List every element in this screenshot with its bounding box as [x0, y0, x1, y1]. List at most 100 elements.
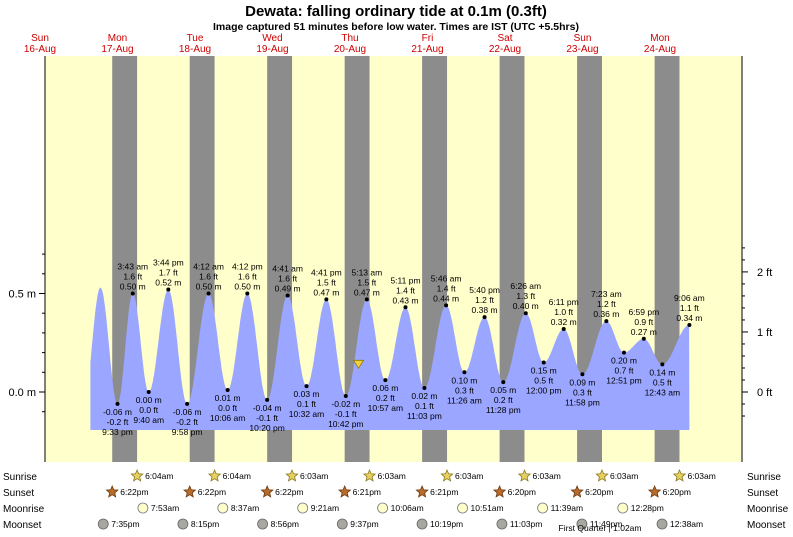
low-tide-feet: 0.5 ft	[534, 375, 554, 385]
high-tide-meters: 0.34 m	[676, 313, 702, 323]
low-tide-dot	[146, 390, 151, 394]
moonrise-time: 7:53am	[151, 503, 179, 513]
high-tide-feet: 1.7 ft	[159, 268, 179, 278]
moonset-time: 8:56pm	[271, 519, 299, 529]
day-label-dow: Fri	[422, 33, 434, 44]
high-tide-feet: 1.2 ft	[597, 299, 617, 309]
sunset-icon	[570, 484, 584, 498]
day-label-dow: Tue	[187, 33, 204, 44]
day-label-dow: Sat	[497, 33, 512, 44]
moonrise-time: 10:06am	[391, 503, 424, 513]
low-tide-dot	[501, 380, 506, 385]
low-tide-feet: -0.1 ft	[335, 409, 357, 419]
high-tide-time: 4:12 pm	[232, 262, 263, 272]
moonset-time: 10:19pm	[430, 519, 463, 529]
day-label-dow: Sun	[574, 33, 592, 44]
sunset-time: 6:22pm	[275, 487, 303, 497]
sunset-time: 6:21pm	[353, 487, 381, 497]
moonset-icon	[656, 518, 668, 530]
low-tide-dot	[115, 401, 120, 406]
right-tick-label: 2 ft	[757, 267, 772, 279]
current-level-marker	[352, 359, 365, 370]
day-label-date: 23-Aug	[566, 44, 598, 55]
sunset-icon	[182, 484, 197, 498]
low-tide-time: 12:51 pm	[606, 376, 641, 386]
high-tide-dot	[604, 319, 609, 324]
day-label-dow: Mon	[108, 33, 127, 44]
high-tide-time: 4:12 am	[193, 262, 224, 272]
moonrise-icon	[537, 502, 549, 514]
sunrise-icon	[517, 468, 532, 482]
right-tick-label: 0 ft	[757, 387, 772, 399]
sunset-time: 6:20pm	[663, 487, 691, 497]
high-tide-time: 3:44 pm	[153, 258, 184, 268]
moonset-time: 9:37pm	[350, 519, 378, 529]
sunrise-row-label-right: Sunrise	[747, 472, 781, 483]
high-tide-feet: 1.5 ft	[317, 277, 337, 287]
high-tide-meters: 0.50 m	[196, 282, 222, 292]
moonrise-row-label-left: Moonrise	[3, 504, 45, 515]
low-tide-time: 10:32 am	[289, 409, 324, 419]
low-tide-meters: 0.20 m	[611, 356, 637, 366]
low-tide-feet: 0.7 ft	[615, 366, 635, 376]
sunrise-time: 6:03am	[610, 471, 638, 481]
sunrise-icon	[362, 468, 377, 482]
axes: 0.0 m 0.5 m 0 ft 1 ft 2 ft	[8, 56, 772, 462]
low-tide-meters: 0.00 m	[136, 395, 162, 405]
moonset-icon	[257, 518, 268, 530]
moonrise-time: 12:28pm	[631, 503, 664, 513]
high-tide-feet: 1.0 ft	[554, 307, 574, 317]
day-label-dow: Sun	[31, 33, 49, 44]
low-tide-time: 12:43 am	[645, 387, 680, 397]
sunrise-icon	[285, 468, 299, 482]
low-tide-feet: 0.1 ft	[297, 399, 317, 409]
low-tide-feet: 0.0 ft	[139, 405, 159, 415]
sunset-time: 6:22pm	[120, 487, 148, 497]
low-tide-feet: 0.2 ft	[376, 393, 396, 403]
sunset-icon	[260, 484, 274, 498]
low-tide-meters: -0.06 m	[103, 407, 132, 417]
high-tide-meters: 0.27 m	[631, 327, 657, 337]
low-tide-feet: 0.0 ft	[218, 403, 238, 413]
low-tide-time: 9:40 am	[133, 415, 164, 425]
high-tide-feet: 1.4 ft	[437, 283, 457, 293]
left-tick-label: 0.0 m	[8, 387, 36, 399]
moonset-time: 12:38am	[670, 519, 703, 529]
sunset-icon	[105, 484, 119, 498]
high-tide-meters: 0.38 m	[472, 305, 498, 315]
moonrise-icon	[297, 502, 309, 514]
low-tide-feet: 0.2 ft	[494, 395, 514, 405]
low-tide-time: 10:42 pm	[328, 419, 363, 429]
day-label-date: 18-Aug	[179, 44, 211, 55]
high-tide-meters: 0.32 m	[551, 317, 577, 327]
high-tide-dot	[641, 336, 646, 341]
high-tide-dot	[523, 311, 528, 316]
low-tide-meters: 0.05 m	[490, 385, 516, 395]
moonset-row-label-right: Moonset	[747, 520, 786, 531]
high-tide-time: 5:13 am	[351, 267, 382, 277]
low-tide-dot	[265, 397, 270, 402]
low-tide-dot	[343, 393, 348, 398]
high-tide-meters: 0.49 m	[275, 283, 301, 293]
sunrise-time: 6:03am	[300, 471, 328, 481]
high-tide-dot	[444, 303, 449, 308]
moonrise-row-label-right: Moonrise	[747, 504, 789, 515]
high-tide-dot	[166, 287, 171, 292]
low-tide-dot	[580, 372, 585, 377]
high-tide-time: 6:11 pm	[549, 297, 579, 307]
high-tide-feet: 1.2 ft	[475, 295, 495, 305]
sunrise-icon	[595, 468, 609, 482]
high-tide-time: 5:11 pm	[390, 275, 420, 285]
low-tide-time: 10:57 am	[368, 403, 403, 413]
low-tide-dot	[462, 370, 467, 375]
low-tide-meters: -0.04 m	[253, 403, 282, 413]
high-tide-time: 4:41 pm	[311, 267, 342, 277]
high-tide-feet: 1.6 ft	[199, 272, 219, 282]
low-tide-feet: 0.1 ft	[415, 401, 435, 411]
sunset-time: 6:20pm	[508, 487, 536, 497]
moonset-icon	[576, 518, 588, 530]
moonrise-icon	[217, 502, 229, 514]
low-tide-meters: 0.03 m	[294, 389, 320, 399]
high-tide-meters: 0.40 m	[513, 301, 539, 311]
high-tide-feet: 1.1 ft	[680, 303, 700, 313]
